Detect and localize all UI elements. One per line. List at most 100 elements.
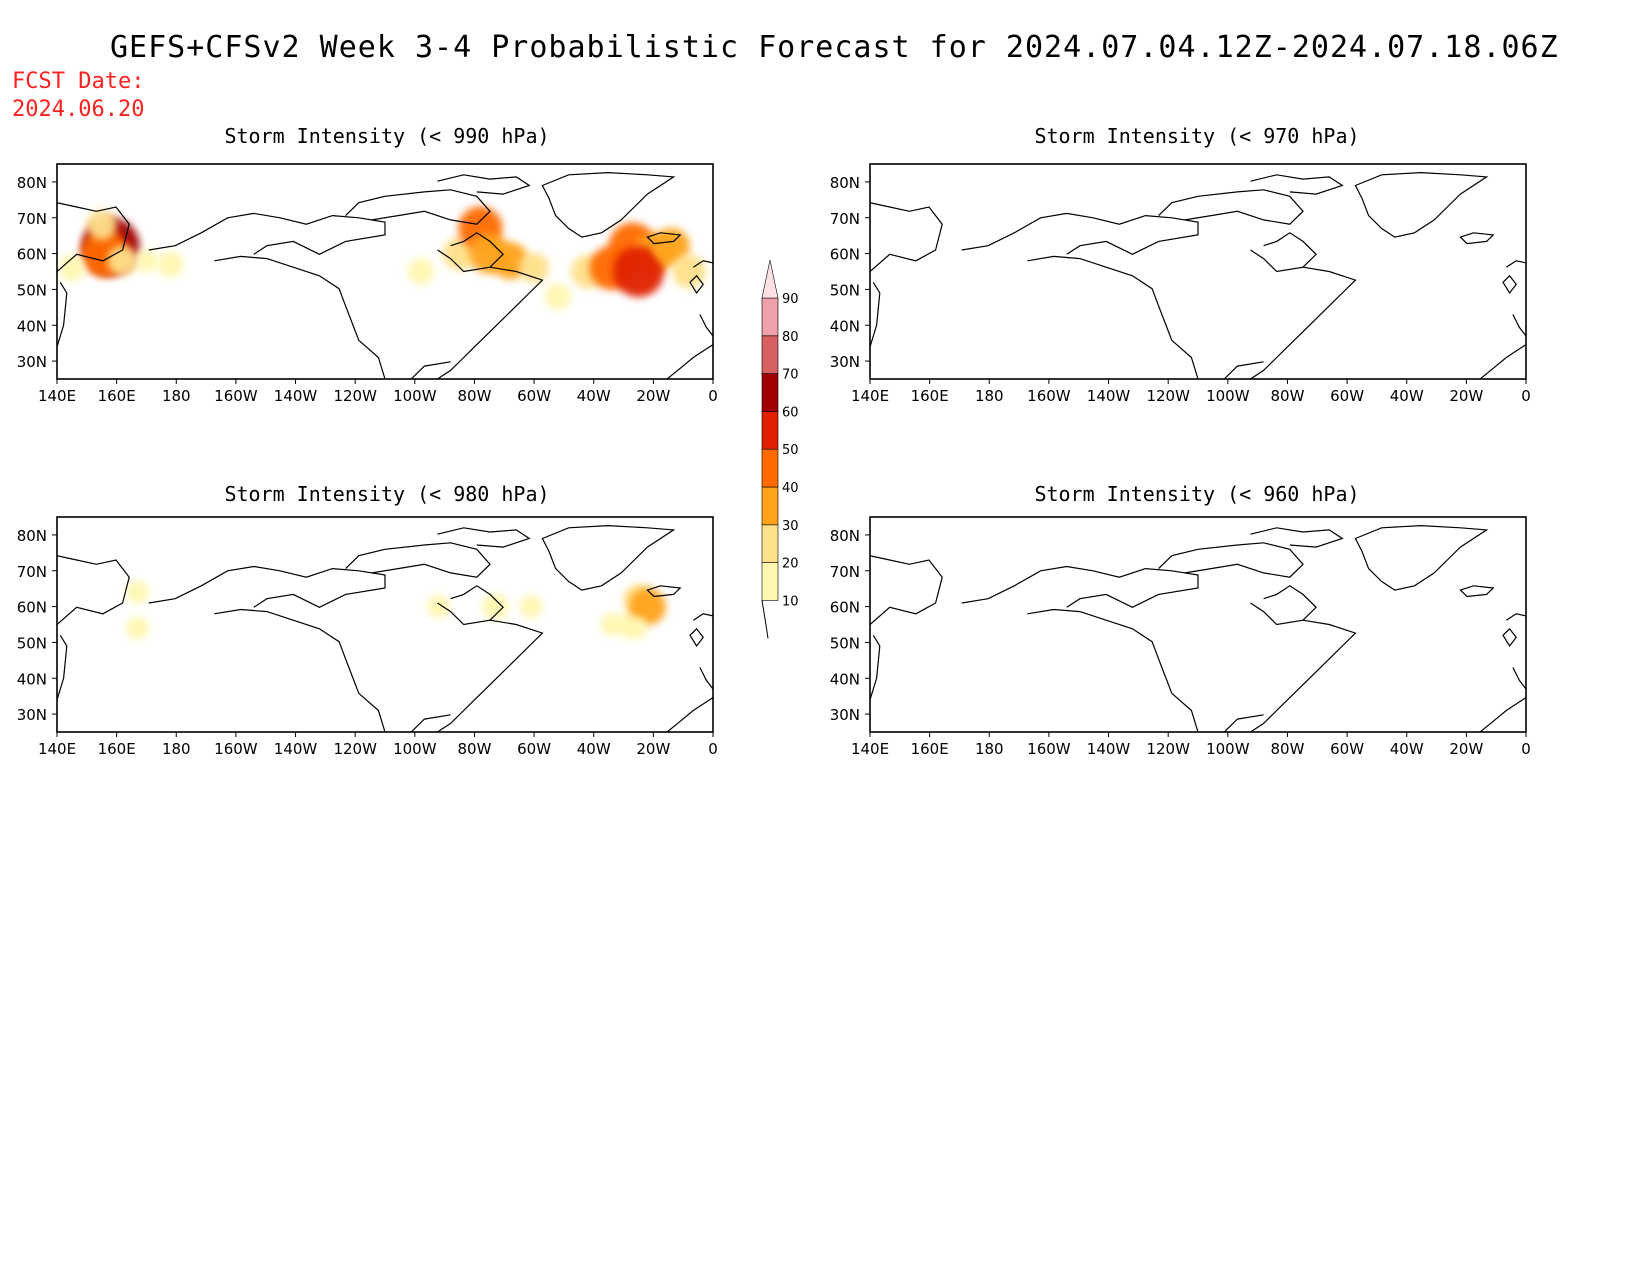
lon-tick-label: 40W: [577, 387, 611, 405]
lon-tick-label: 20W: [636, 387, 670, 405]
coastline: [57, 202, 130, 272]
coastline: [870, 202, 943, 272]
coastline: [870, 555, 943, 625]
lon-tick-label: 0: [708, 387, 718, 405]
lon-tick-label: 120W: [333, 387, 377, 405]
lat-tick-label: 70N: [830, 563, 860, 581]
lon-tick-label: 160W: [1027, 387, 1071, 405]
colorbar-segment: [761, 411, 779, 450]
coastline: [1505, 260, 1526, 268]
coastline: [1479, 344, 1526, 379]
panel-title-970: Storm Intensity (< 970 hPa): [1034, 124, 1360, 148]
lon-tick-label: 20W: [1449, 387, 1483, 405]
lon-tick-label: 0: [708, 740, 718, 758]
probability-patch: [482, 593, 509, 620]
colorbar-label: 50: [782, 443, 799, 458]
coastline: [870, 634, 881, 700]
colorbar-segment: [761, 562, 779, 601]
colorbar-bottom-arrow: [761, 600, 769, 639]
colorbar-label: 70: [782, 368, 799, 383]
lon-tick-label: 60W: [517, 387, 551, 405]
colorbar: 10 20 30 40 50 60 70 80 90: [761, 259, 799, 639]
lon-tick-label: 140E: [851, 387, 889, 405]
coastline: [57, 555, 130, 625]
lat-tick-label: 80N: [830, 174, 860, 192]
colorbar-segment: [761, 486, 779, 526]
colorbar-label: 30: [782, 519, 799, 534]
lon-tick-label: 0: [1521, 740, 1531, 758]
coastline: [1512, 314, 1526, 337]
lon-tick-label: 80W: [457, 387, 491, 405]
fcst-date-block: FCST Date: 2024.06.20: [12, 68, 144, 124]
lon-tick-label: 140W: [274, 740, 318, 758]
colorbar-segment: [761, 335, 779, 374]
colorbar-label: 90: [782, 292, 799, 307]
coastline: [437, 527, 531, 548]
probability-patch: [628, 588, 666, 626]
coastline: [214, 255, 386, 379]
lon-tick-label: 180: [162, 740, 191, 758]
lon-tick-label: 180: [975, 740, 1004, 758]
coastline: [345, 542, 491, 578]
probability-patch: [544, 283, 572, 310]
colorbar-segment: [761, 297, 779, 337]
coastline: [1250, 619, 1357, 732]
lon-tick-label: 80W: [457, 740, 491, 758]
lon-tick-label: 160E: [98, 387, 136, 405]
lon-tick-label: 160E: [911, 740, 949, 758]
lon-tick-label: 160W: [214, 740, 258, 758]
coastline: [1027, 608, 1199, 732]
lat-tick-label: 40N: [830, 670, 860, 688]
coastline: [666, 697, 713, 732]
lon-tick-label: 20W: [1449, 740, 1483, 758]
coastline: [1479, 697, 1526, 732]
coastline: [699, 667, 713, 690]
lon-tick-label: 160W: [1027, 740, 1071, 758]
coastline: [692, 260, 713, 268]
coastline: [1502, 274, 1517, 295]
coastline: [57, 281, 68, 347]
map-panel-4: 140E 160E 180 160W 140W 120W 100W 80W 60W 40W 20W 0…: [830, 516, 1531, 758]
coastline: [541, 524, 676, 591]
lat-tick-label: 40N: [17, 317, 47, 335]
lon-tick-label: 100W: [1206, 740, 1250, 758]
lat-tick-label: 60N: [17, 599, 47, 617]
coastline: [961, 212, 1199, 255]
panel-title-960: Storm Intensity (< 960 hPa): [1034, 482, 1360, 506]
coastline: [1250, 174, 1344, 195]
probability-patch: [134, 249, 158, 273]
lon-tick-label: 40W: [577, 740, 611, 758]
coastline: [437, 585, 504, 626]
lat-tick-label: 80N: [830, 527, 860, 545]
probability-patch: [519, 252, 550, 283]
lon-tick-label: 180: [975, 387, 1004, 405]
map-frame: [869, 516, 1527, 733]
coastline: [437, 266, 544, 379]
coastline: [437, 174, 531, 195]
probability-patch: [623, 616, 647, 640]
probability-patch: [427, 595, 451, 619]
lat-tick-label: 50N: [17, 281, 47, 299]
coastline: [666, 344, 713, 379]
colorbar-top-arrow: [761, 259, 779, 299]
lat-tick-label: 50N: [17, 634, 47, 652]
coastline: [1250, 585, 1317, 626]
lon-tick-label: 140W: [274, 387, 318, 405]
fcst-date-label: FCST Date:: [12, 69, 145, 94]
coastline: [961, 565, 1199, 608]
lon-tick-label: 120W: [1146, 740, 1190, 758]
map-panel-2: 140E 160E 180 160W 140W 120W 100W 80W 60W 40W 20W 0…: [830, 163, 1531, 405]
lat-tick-label: 30N: [830, 353, 860, 371]
lon-tick-label: 160E: [911, 387, 949, 405]
probability-patch: [672, 254, 706, 289]
coastline: [1250, 527, 1344, 548]
coastline: [646, 585, 682, 598]
coastline: [1512, 667, 1526, 690]
coastline: [1502, 627, 1517, 648]
colorbar-label: 60: [782, 405, 799, 420]
panel-title-980: Storm Intensity (< 980 hPa): [224, 482, 550, 506]
coastline: [410, 361, 451, 379]
coastline: [1223, 714, 1264, 732]
coastline: [646, 232, 682, 245]
lon-tick-label: 160E: [98, 740, 136, 758]
